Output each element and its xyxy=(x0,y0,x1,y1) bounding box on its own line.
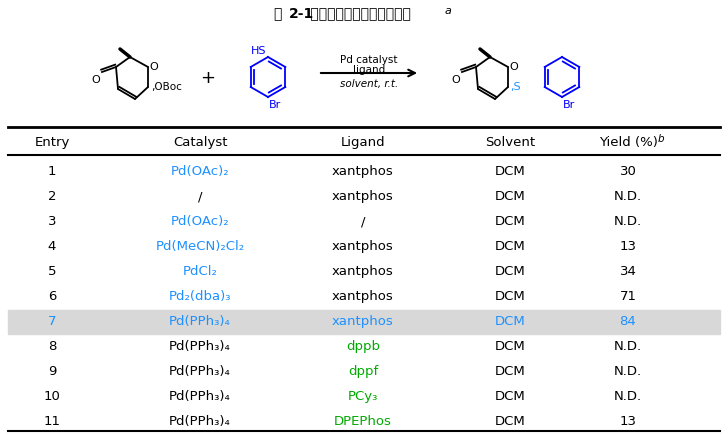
Text: 7: 7 xyxy=(48,315,56,328)
Text: DCM: DCM xyxy=(494,340,526,353)
Text: 2-1: 2-1 xyxy=(289,7,314,21)
Text: xantphos: xantphos xyxy=(332,290,394,303)
Text: Pd(OAc)₂: Pd(OAc)₂ xyxy=(171,165,229,178)
Text: Catalyst: Catalyst xyxy=(173,136,228,149)
Text: 6: 6 xyxy=(48,290,56,303)
Text: 表: 表 xyxy=(275,7,287,21)
Text: b: b xyxy=(658,134,664,144)
Text: Pd(MeCN)₂Cl₂: Pd(MeCN)₂Cl₂ xyxy=(156,240,244,253)
Text: Pd(PPh₃)₄: Pd(PPh₃)₄ xyxy=(169,340,231,353)
Text: N.D.: N.D. xyxy=(614,215,642,228)
Text: 芳基硫糖苷类化合物的合成: 芳基硫糖苷类化合物的合成 xyxy=(307,7,416,21)
Text: N.D.: N.D. xyxy=(614,365,642,378)
Text: ligand: ligand xyxy=(353,65,385,75)
Bar xyxy=(8,310,720,334)
Text: 3: 3 xyxy=(48,215,56,228)
Text: 13: 13 xyxy=(619,240,637,253)
Text: 2: 2 xyxy=(48,190,56,203)
Text: DCM: DCM xyxy=(494,414,526,427)
Text: 4: 4 xyxy=(48,240,56,253)
Text: PdCl₂: PdCl₂ xyxy=(182,265,217,278)
Text: O: O xyxy=(92,75,100,85)
Text: Entry: Entry xyxy=(34,136,70,149)
Text: 10: 10 xyxy=(44,390,60,403)
Text: DCM: DCM xyxy=(494,265,526,278)
Text: /: / xyxy=(361,215,365,228)
Text: dppb: dppb xyxy=(346,340,380,353)
Text: xantphos: xantphos xyxy=(332,240,394,253)
Text: PCy₃: PCy₃ xyxy=(348,390,378,403)
Text: 34: 34 xyxy=(619,265,636,278)
Text: 84: 84 xyxy=(619,315,636,328)
Text: Pd(PPh₃)₄: Pd(PPh₃)₄ xyxy=(169,390,231,403)
Text: Pd(OAc)₂: Pd(OAc)₂ xyxy=(171,215,229,228)
Text: Pd(PPh₃)₄: Pd(PPh₃)₄ xyxy=(169,365,231,378)
Text: 8: 8 xyxy=(48,340,56,353)
Text: a: a xyxy=(444,6,451,16)
Text: DCM: DCM xyxy=(494,215,526,228)
Text: xantphos: xantphos xyxy=(332,315,394,328)
Text: xantphos: xantphos xyxy=(332,190,394,203)
Text: DCM: DCM xyxy=(494,240,526,253)
Text: +: + xyxy=(201,69,215,87)
Text: DCM: DCM xyxy=(494,165,526,178)
Text: HS: HS xyxy=(251,46,266,56)
Text: Pd(PPh₃)₄: Pd(PPh₃)₄ xyxy=(169,315,231,328)
Text: 30: 30 xyxy=(619,165,636,178)
Text: Solvent: Solvent xyxy=(485,136,535,149)
Text: N.D.: N.D. xyxy=(614,340,642,353)
Text: Pd₂(dba)₃: Pd₂(dba)₃ xyxy=(169,290,231,303)
Text: ,S: ,S xyxy=(510,82,521,92)
Text: /: / xyxy=(198,190,202,203)
Text: 5: 5 xyxy=(48,265,56,278)
Text: dppf: dppf xyxy=(348,365,378,378)
Text: Br: Br xyxy=(563,100,575,110)
Text: 9: 9 xyxy=(48,365,56,378)
Text: O: O xyxy=(149,62,158,72)
Text: xantphos: xantphos xyxy=(332,265,394,278)
Text: DCM: DCM xyxy=(494,365,526,378)
Text: DCM: DCM xyxy=(494,190,526,203)
Text: 13: 13 xyxy=(619,414,637,427)
Text: Br: Br xyxy=(269,100,281,110)
Text: ,OBoc: ,OBoc xyxy=(151,82,182,92)
Text: DCM: DCM xyxy=(494,290,526,303)
Text: Pd(PPh₃)₄: Pd(PPh₃)₄ xyxy=(169,414,231,427)
Text: Pd catalyst: Pd catalyst xyxy=(340,55,398,65)
Text: Ligand: Ligand xyxy=(341,136,385,149)
Text: DPEPhos: DPEPhos xyxy=(334,414,392,427)
Text: xantphos: xantphos xyxy=(332,165,394,178)
Text: 71: 71 xyxy=(619,290,637,303)
Text: N.D.: N.D. xyxy=(614,390,642,403)
Text: solvent, r.t.: solvent, r.t. xyxy=(340,79,398,89)
Text: N.D.: N.D. xyxy=(614,190,642,203)
Text: 11: 11 xyxy=(44,414,60,427)
Text: 1: 1 xyxy=(48,165,56,178)
Text: DCM: DCM xyxy=(494,315,526,328)
Text: O: O xyxy=(451,75,460,85)
Text: O: O xyxy=(509,62,518,72)
Text: Yield (%): Yield (%) xyxy=(598,136,657,149)
Text: DCM: DCM xyxy=(494,390,526,403)
